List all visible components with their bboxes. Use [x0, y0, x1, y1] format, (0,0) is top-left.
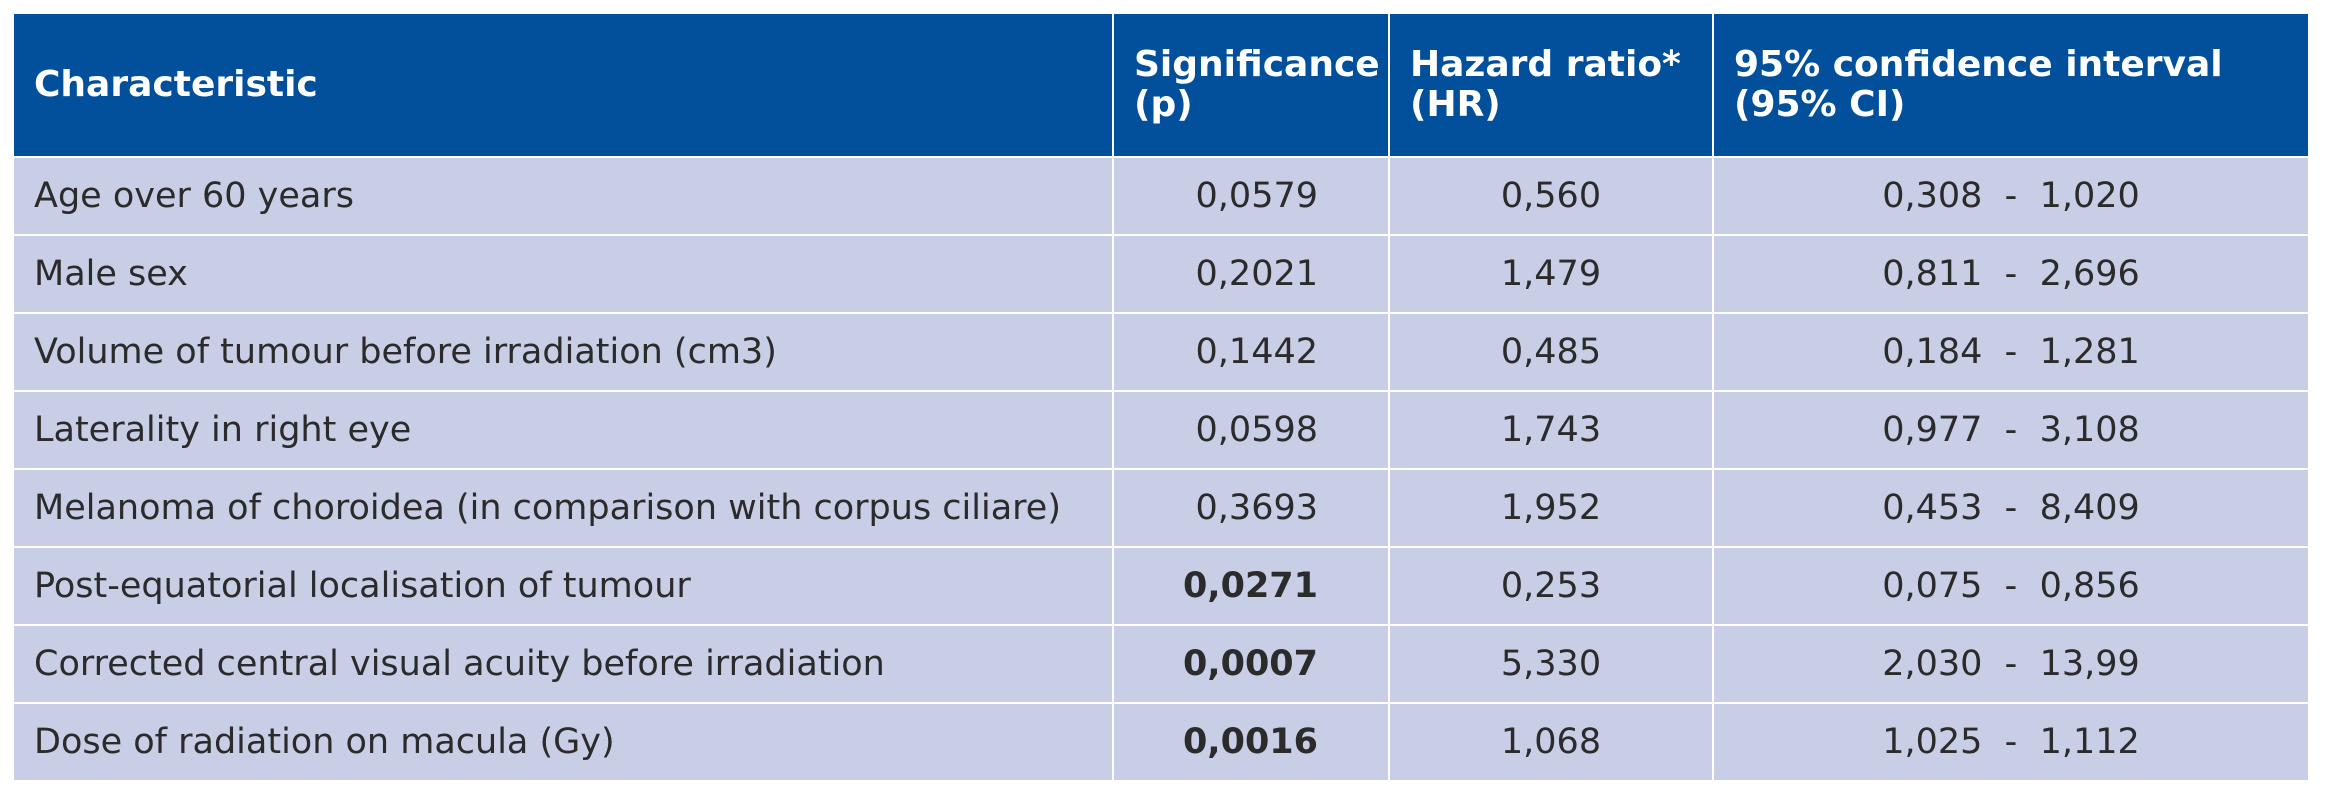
cell-hazard-ratio: 0,560: [1388, 156, 1714, 236]
cell-significance: 0,0016: [1112, 702, 1390, 782]
header-row: Characteristic Significance (p) Hazard r…: [12, 12, 2310, 158]
cell-confidence-interval: 0,308 - 1,020: [1712, 156, 2310, 236]
table-row: Melanoma of choroidea (in comparison wit…: [12, 468, 2310, 548]
header-significance-line1: Significance: [1134, 44, 1380, 85]
header-confidence-interval-line2: (95% CI): [1734, 84, 1906, 125]
cell-confidence-interval: 0,075 - 0,856: [1712, 546, 2310, 626]
cell-confidence-interval: 0,977 - 3,108: [1712, 390, 2310, 470]
cell-significance: 0,0579: [1112, 156, 1390, 236]
cell-hazard-ratio: 1,743: [1388, 390, 1714, 470]
cell-significance: 0,3693: [1112, 468, 1390, 548]
cell-confidence-interval: 0,811 - 2,696: [1712, 234, 2310, 314]
cell-hazard-ratio: 1,068: [1388, 702, 1714, 782]
header-hazard-ratio-line2: (HR): [1410, 84, 1501, 125]
cell-characteristic: Laterality in right eye: [12, 390, 1114, 470]
cell-characteristic: Age over 60 years: [12, 156, 1114, 236]
table-row: Post-equatorial localisation of tumour 0,…: [12, 546, 2310, 626]
results-table: Characteristic Significance (p) Hazard r…: [12, 12, 2310, 782]
cell-significance: 0,0271: [1112, 546, 1390, 626]
header-confidence-interval-line1: 95% confidence interval: [1734, 44, 2223, 85]
header-characteristic: Characteristic: [12, 12, 1114, 158]
table-row: Dose of radiation on macula (Gy) 0,0016 1,…: [12, 702, 2310, 782]
header-hazard-ratio: Hazard ratio* (HR): [1388, 12, 1714, 158]
cell-significance: 0,1442: [1112, 312, 1390, 392]
header-characteristic-label: Characteristic: [34, 64, 318, 105]
cell-hazard-ratio: 5,330: [1388, 624, 1714, 704]
header-confidence-interval: 95% confidence interval (95% CI): [1712, 12, 2310, 158]
table-row: Male sex 0,2021 1,479 0,811 - 2,696: [12, 234, 2310, 314]
cell-hazard-ratio: 1,479: [1388, 234, 1714, 314]
cell-significance: 0,0598: [1112, 390, 1390, 470]
cell-hazard-ratio: 0,253: [1388, 546, 1714, 626]
header-hazard-ratio-line1: Hazard ratio*: [1410, 44, 1681, 85]
table-row: Age over 60 years 0,0579 0,560 0,308 - 1,02…: [12, 156, 2310, 236]
cell-confidence-interval: 1,025 - 1,112: [1712, 702, 2310, 782]
cell-significance: 0,2021: [1112, 234, 1390, 314]
cell-hazard-ratio: 1,952: [1388, 468, 1714, 548]
cell-confidence-interval: 0,453 - 8,409: [1712, 468, 2310, 548]
table-row: Laterality in right eye 0,0598 1,743 0,977 …: [12, 390, 2310, 470]
cell-confidence-interval: 2,030 - 13,99: [1712, 624, 2310, 704]
table-header: Characteristic Significance (p) Hazard r…: [12, 12, 2310, 158]
cell-hazard-ratio: 0,485: [1388, 312, 1714, 392]
cell-confidence-interval: 0,184 - 1,281: [1712, 312, 2310, 392]
cell-characteristic: Volume of tumour before irradiation (cm3…: [12, 312, 1114, 392]
cell-characteristic: Melanoma of choroidea (in comparison wit…: [12, 468, 1114, 548]
cell-characteristic: Dose of radiation on macula (Gy): [12, 702, 1114, 782]
header-significance-line2: (p): [1134, 84, 1193, 125]
cell-characteristic: Post-equatorial localisation of tumour: [12, 546, 1114, 626]
cell-characteristic: Corrected central visual acuity before i…: [12, 624, 1114, 704]
cell-significance: 0,0007: [1112, 624, 1390, 704]
table-row: Corrected central visual acuity before i…: [12, 624, 2310, 704]
cell-characteristic: Male sex: [12, 234, 1114, 314]
table-body: Age over 60 years 0,0579 0,560 0,308 - 1,02…: [12, 156, 2310, 782]
table-row: Volume of tumour before irradiation (cm3…: [12, 312, 2310, 392]
header-significance: Significance (p): [1112, 12, 1390, 158]
